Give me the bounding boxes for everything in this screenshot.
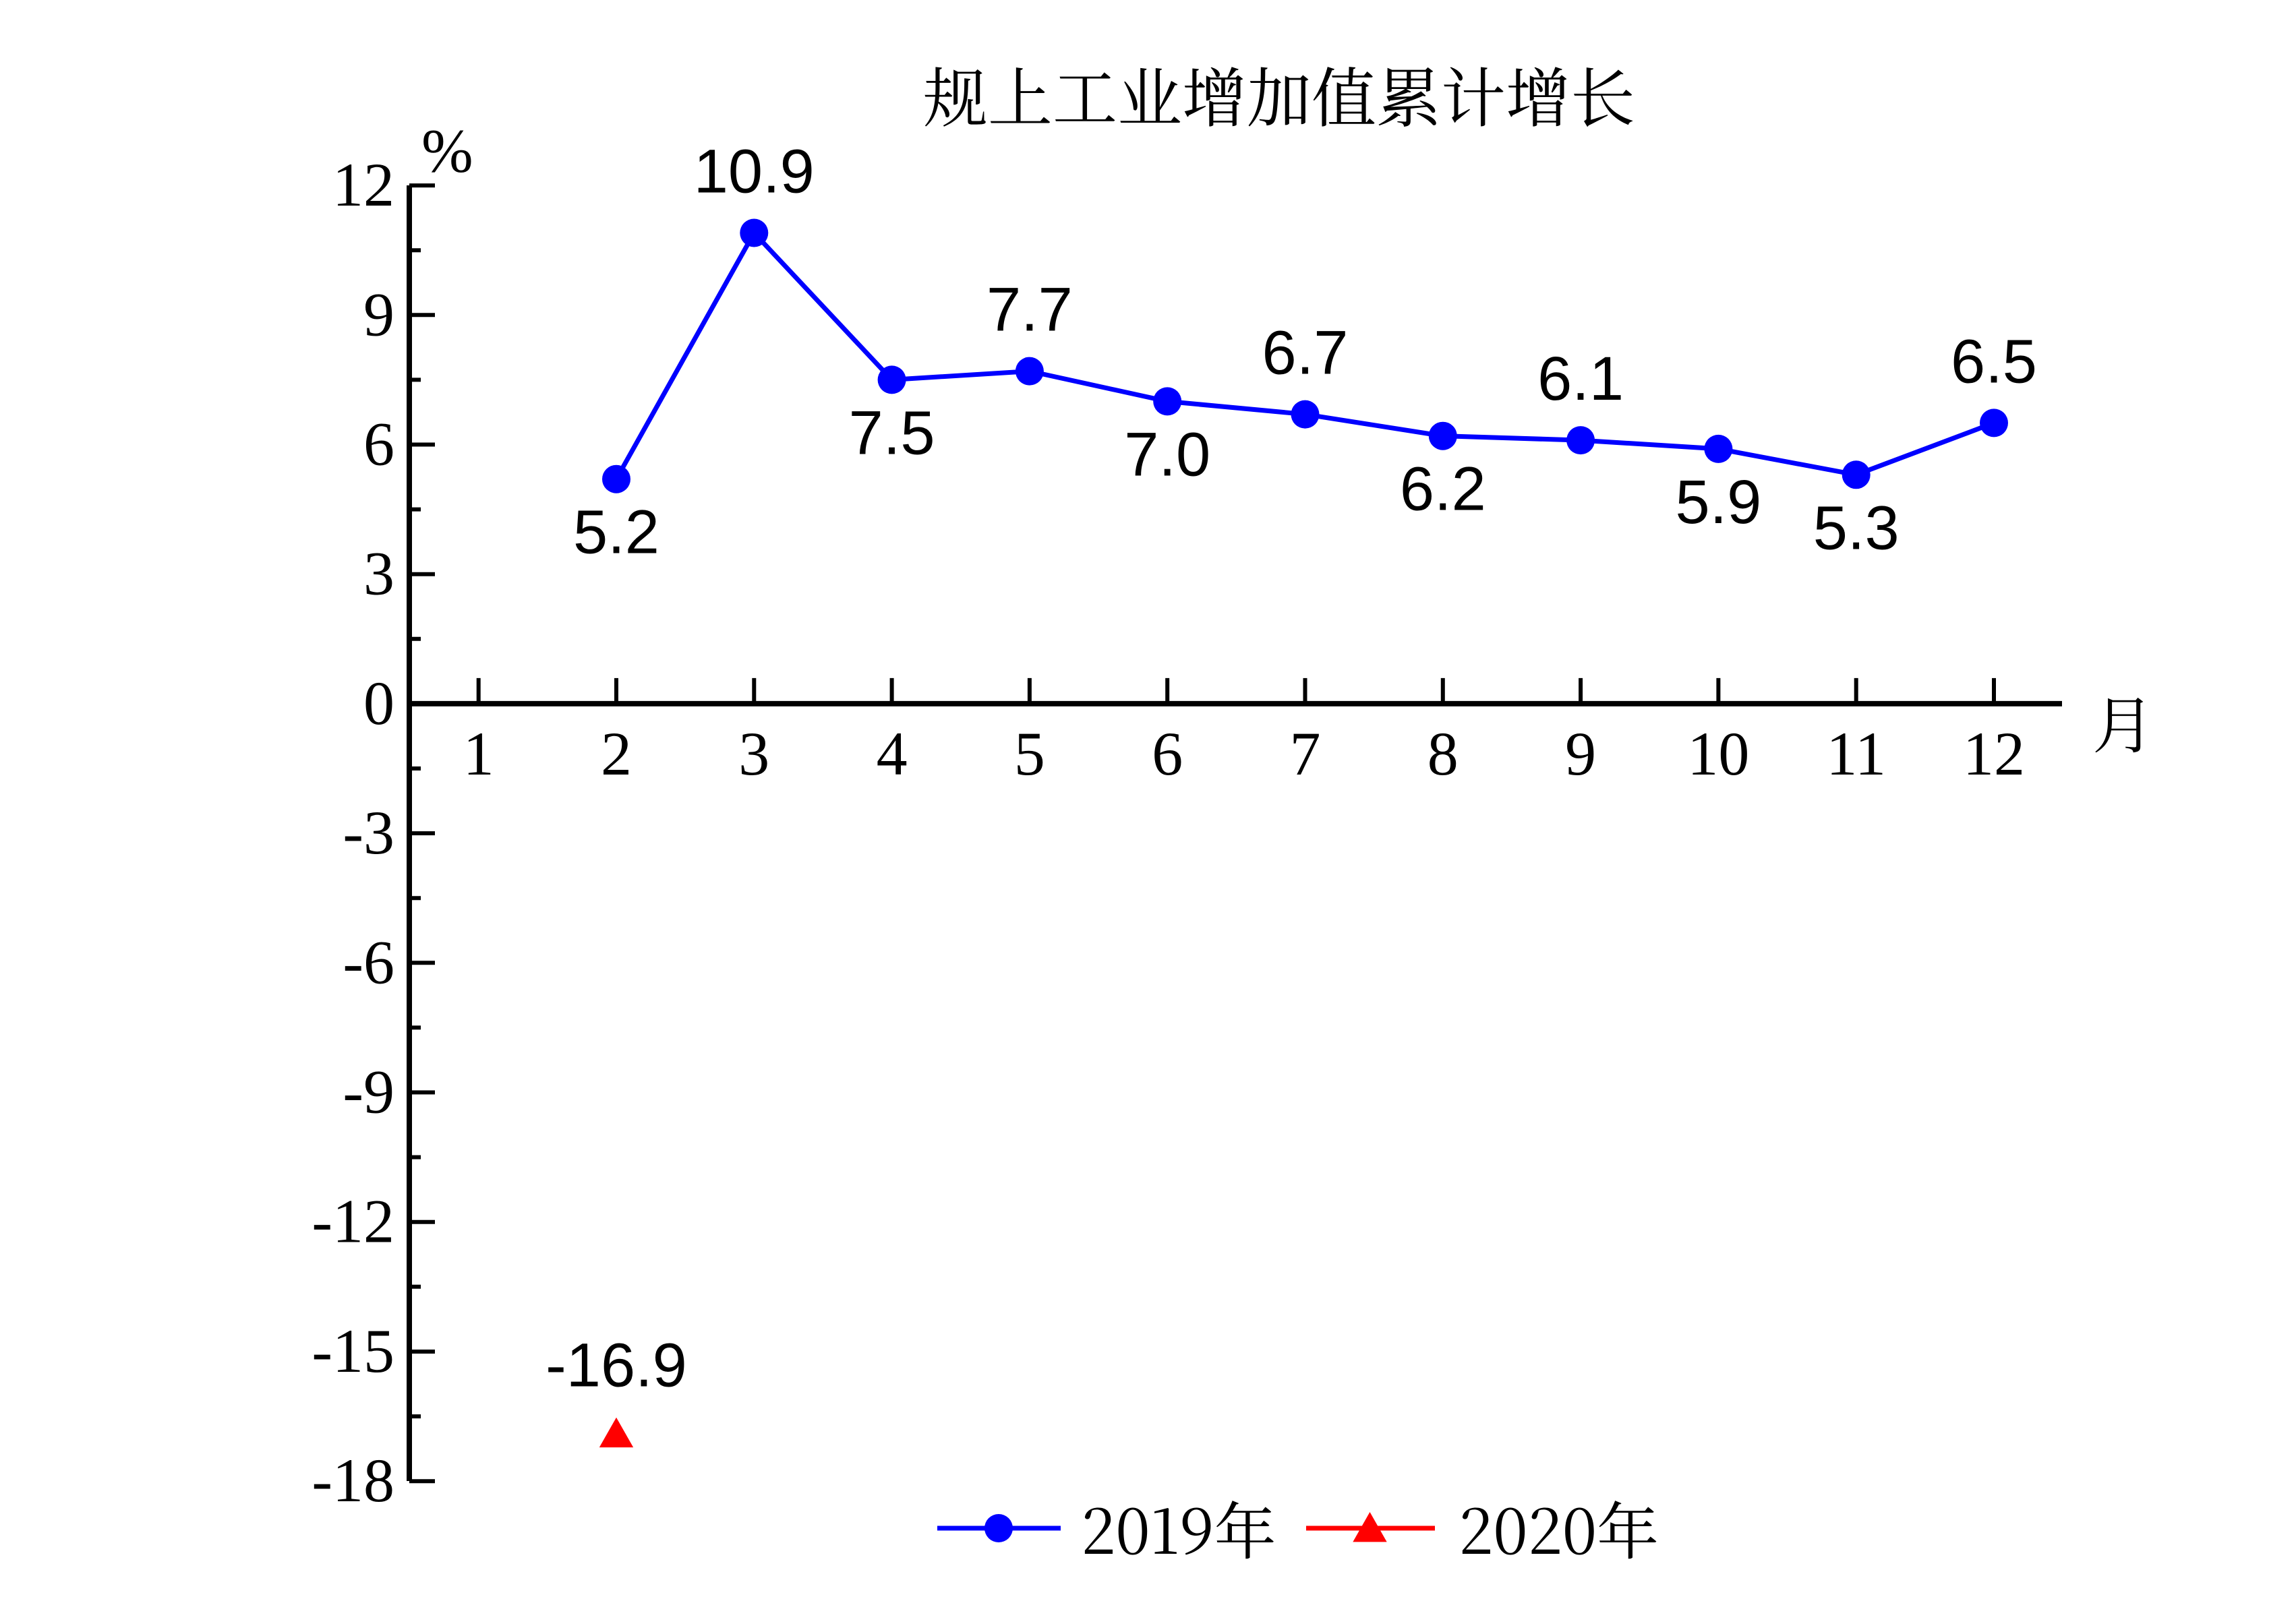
svg-text:-9: -9	[343, 1058, 394, 1126]
svg-text:6.5: 6.5	[1951, 327, 2037, 396]
svg-text:5.3: 5.3	[1813, 493, 1900, 562]
svg-text:9: 9	[363, 280, 394, 349]
svg-text:-15: -15	[312, 1317, 394, 1385]
svg-text:1: 1	[463, 719, 494, 788]
svg-text:3: 3	[363, 539, 394, 608]
svg-text:4: 4	[877, 719, 908, 788]
svg-text:10: 10	[1687, 719, 1749, 788]
svg-text:7: 7	[1290, 719, 1321, 788]
svg-text:6.2: 6.2	[1400, 455, 1486, 524]
svg-text:9: 9	[1565, 719, 1596, 788]
svg-text:3: 3	[738, 719, 769, 788]
svg-text:2: 2	[601, 719, 632, 788]
svg-text:6.7: 6.7	[1262, 319, 1349, 388]
svg-text:12: 12	[332, 150, 394, 219]
svg-text:6: 6	[1152, 719, 1183, 788]
svg-text:11: 11	[1826, 719, 1886, 788]
svg-text:-18: -18	[312, 1446, 394, 1515]
svg-text:7.7: 7.7	[987, 276, 1073, 344]
svg-text:6.1: 6.1	[1537, 344, 1624, 413]
svg-text:-16.9: -16.9	[546, 1331, 687, 1400]
svg-text:7.0: 7.0	[1124, 420, 1210, 489]
svg-text:5.2: 5.2	[573, 498, 659, 567]
svg-text:2020年: 2020年	[1459, 1483, 1659, 1572]
svg-text:8: 8	[1427, 719, 1459, 788]
svg-text:10.9: 10.9	[694, 138, 815, 206]
svg-text:12: 12	[1963, 719, 2025, 788]
svg-text:5.9: 5.9	[1675, 468, 1761, 537]
svg-text:6: 6	[363, 410, 394, 479]
svg-text:规上工业增加值累计增长: 规上工业增加值累计增长	[923, 48, 1635, 140]
svg-text:月: 月	[2092, 677, 2154, 766]
svg-text:7.5: 7.5	[849, 398, 935, 467]
svg-text:-3: -3	[343, 798, 394, 867]
svg-text:%: %	[421, 117, 473, 185]
svg-text:0: 0	[363, 669, 394, 737]
svg-text:-12: -12	[312, 1187, 394, 1256]
svg-text:-6: -6	[343, 928, 394, 996]
svg-text:5: 5	[1014, 719, 1045, 788]
svg-text:2019年: 2019年	[1081, 1483, 1276, 1572]
